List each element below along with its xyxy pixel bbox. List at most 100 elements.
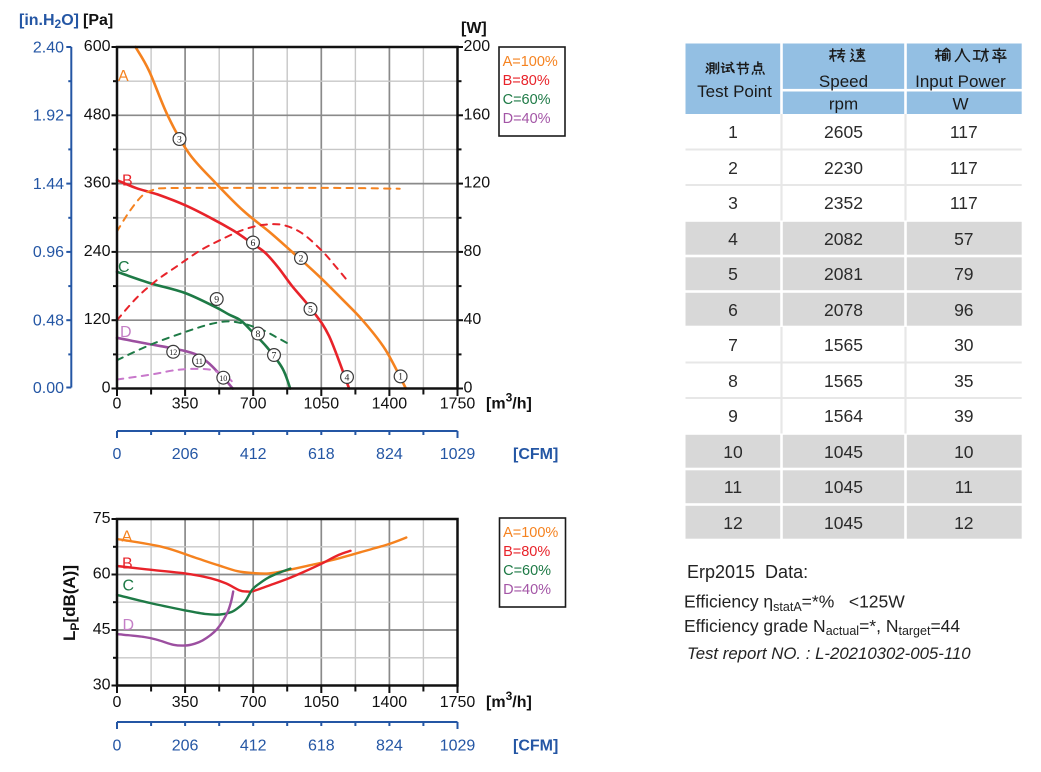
svg-text:618: 618 (308, 738, 335, 755)
svg-text:39: 39 (954, 406, 973, 426)
svg-text:10: 10 (723, 442, 743, 462)
svg-text:A=100%: A=100% (503, 525, 558, 541)
svg-text:12: 12 (723, 513, 742, 533)
svg-text:Erp2015 Data:: Erp2015 Data: (687, 562, 808, 582)
svg-text:Test report NO. : L-20210302-0: Test report NO. : L-20210302-005-110 (687, 644, 971, 663)
svg-text:1029: 1029 (440, 446, 476, 463)
svg-text:10: 10 (954, 442, 974, 462)
svg-text:1045: 1045 (824, 513, 863, 533)
svg-text:12: 12 (954, 513, 973, 533)
svg-text:0: 0 (464, 380, 473, 397)
svg-text:2078: 2078 (824, 300, 863, 320)
svg-text:480: 480 (84, 106, 111, 123)
svg-text:5: 5 (728, 264, 738, 284)
svg-text:3: 3 (728, 193, 738, 213)
svg-text:1400: 1400 (372, 694, 408, 711)
svg-text:[CFM]: [CFM] (513, 738, 558, 755)
svg-text:B: B (122, 173, 133, 190)
svg-text:1050: 1050 (304, 396, 340, 413)
svg-text:79: 79 (954, 264, 973, 284)
svg-text:3: 3 (177, 134, 182, 145)
svg-text:[m3/h]: [m3/h] (486, 689, 532, 711)
svg-text:0: 0 (102, 380, 111, 397)
svg-text:0.48: 0.48 (33, 313, 64, 330)
svg-text:5: 5 (308, 304, 313, 315)
svg-text:7: 7 (272, 350, 277, 361)
svg-text:6: 6 (728, 300, 738, 320)
svg-text:2: 2 (299, 253, 304, 264)
svg-text:30: 30 (93, 677, 111, 694)
svg-text:1: 1 (398, 372, 403, 383)
svg-text:35: 35 (954, 371, 973, 391)
svg-text:9: 9 (214, 294, 219, 305)
svg-text:A: A (118, 68, 129, 85)
svg-text:1: 1 (728, 122, 738, 142)
svg-text:11: 11 (955, 477, 973, 497)
svg-text:B: B (122, 556, 133, 573)
svg-text:[W]: [W] (461, 20, 487, 37)
svg-text:117: 117 (950, 193, 978, 213)
svg-text:Efficiency grade Nactual=*, Nt: Efficiency grade Nactual=*, Ntarget=44 (684, 616, 960, 638)
svg-text:11: 11 (724, 477, 742, 497)
svg-text:120: 120 (84, 311, 111, 328)
svg-text:360: 360 (84, 175, 111, 192)
svg-text:Input Power: Input Power (915, 72, 1006, 91)
svg-text:600: 600 (84, 38, 111, 55)
svg-text:0: 0 (113, 446, 122, 463)
svg-text:0: 0 (113, 738, 122, 755)
svg-text:1564: 1564 (824, 406, 863, 426)
svg-text:12: 12 (169, 348, 177, 357)
svg-text:2230: 2230 (824, 158, 863, 178)
svg-text:160: 160 (464, 106, 491, 123)
svg-text:206: 206 (172, 738, 199, 755)
svg-text:Efficiency ηstatA=*% <125W: Efficiency ηstatA=*% <125W (684, 592, 905, 615)
svg-text:[CFM]: [CFM] (513, 446, 558, 463)
svg-text:1029: 1029 (440, 738, 476, 755)
svg-text:2081: 2081 (824, 264, 863, 284)
svg-text:618: 618 (308, 446, 335, 463)
svg-text:10: 10 (219, 374, 227, 383)
svg-text:9: 9 (728, 406, 738, 426)
svg-text:[in.H2O]: [in.H2O] (19, 12, 79, 31)
svg-text:A: A (122, 529, 133, 546)
svg-text:96: 96 (954, 300, 973, 320)
svg-text:1.92: 1.92 (33, 108, 64, 125)
svg-text:2605: 2605 (824, 122, 863, 142)
svg-text:A=100%: A=100% (503, 54, 558, 70)
svg-text:824: 824 (376, 738, 403, 755)
svg-text:6: 6 (251, 238, 256, 249)
svg-text:1565: 1565 (824, 371, 863, 391)
svg-text:B=80%: B=80% (503, 73, 550, 89)
svg-text:30: 30 (954, 335, 974, 355)
svg-text:350: 350 (172, 694, 199, 711)
svg-text:0: 0 (113, 396, 122, 413)
svg-text:0: 0 (113, 694, 122, 711)
svg-text:1750: 1750 (440, 694, 476, 711)
svg-text:75: 75 (93, 510, 111, 527)
svg-text:206: 206 (172, 446, 199, 463)
svg-text:D: D (123, 617, 135, 634)
svg-text:1.44: 1.44 (33, 176, 64, 193)
svg-text:1750: 1750 (440, 396, 476, 413)
svg-text:D: D (120, 324, 132, 341)
svg-text:40: 40 (464, 311, 482, 328)
svg-text:1400: 1400 (372, 396, 408, 413)
svg-text:4: 4 (345, 372, 350, 383)
svg-text:11: 11 (195, 357, 203, 366)
svg-text:C=60%: C=60% (503, 563, 551, 579)
svg-text:117: 117 (950, 158, 978, 178)
svg-text:C: C (123, 578, 135, 595)
svg-text:7: 7 (728, 335, 738, 355)
svg-text:2082: 2082 (824, 229, 863, 249)
svg-text:D=40%: D=40% (503, 111, 551, 127)
svg-text:1050: 1050 (304, 694, 340, 711)
svg-text:2352: 2352 (824, 193, 863, 213)
svg-text:[Pa]: [Pa] (83, 12, 113, 29)
svg-text:C: C (118, 259, 130, 276)
svg-text:[m3/h]: [m3/h] (486, 391, 532, 413)
svg-text:57: 57 (954, 229, 973, 249)
svg-text:240: 240 (84, 243, 111, 260)
svg-text:700: 700 (240, 694, 267, 711)
svg-text:824: 824 (376, 446, 403, 463)
svg-text:W: W (952, 94, 968, 113)
